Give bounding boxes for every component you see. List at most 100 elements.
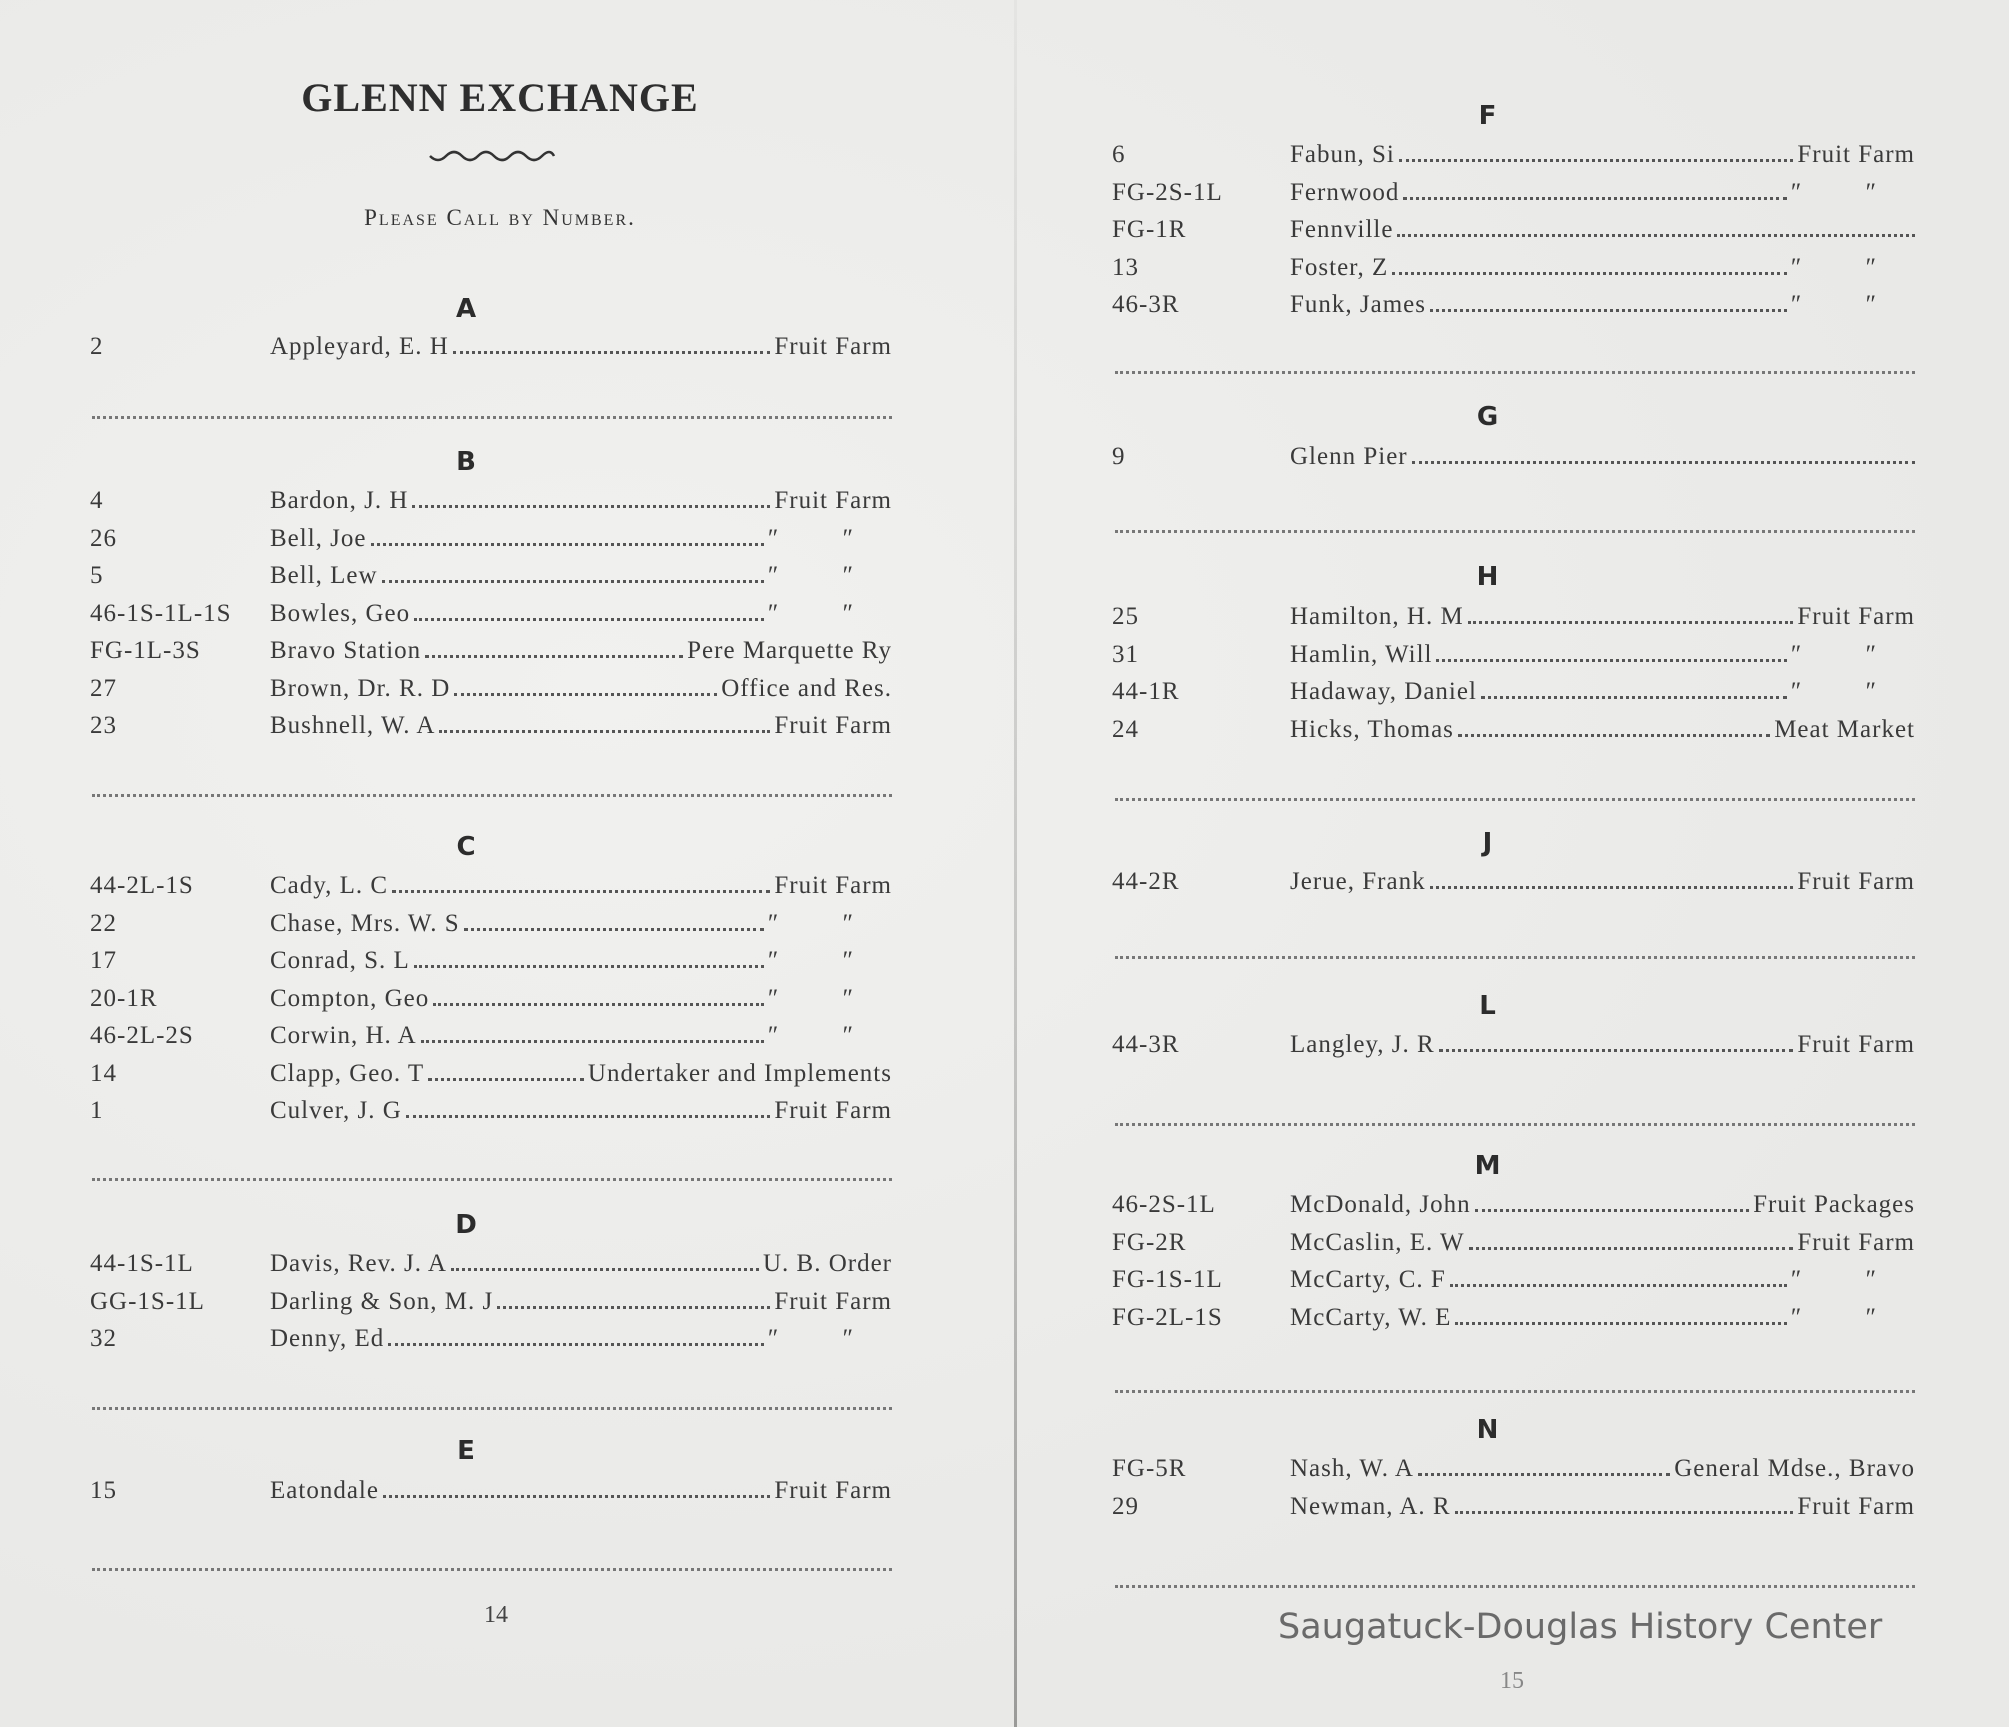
phone-number: 46-2L-2S [90,1022,194,1049]
subscriber-description: ″ ″ [767,562,854,589]
subscriber-name: Corwin, H. A [270,1022,417,1049]
subscriber-name: Darling & Son, M. J [270,1287,494,1315]
subscriber-name: Fabun, Si [1290,141,1395,168]
subscriber-description: ″ ″ [767,909,854,937]
directory-entry: 44-2L-1S Cady, L. C Fruit Farm [90,872,892,909]
leader-dots [1467,621,1794,624]
entry-line: Fabun, Si Fruit Farm [1290,141,1915,169]
leader-dots [1454,1510,1794,1514]
subscriber-name: Bell, Lew [270,562,378,589]
leader-dots [497,1305,771,1309]
leader-dots [452,351,771,354]
ornament-squiggle [429,150,556,162]
section-divider [1115,798,1915,801]
subscriber-description: ″ ″ [1790,291,1877,318]
directory-entry: 9 Glenn Pier [1112,443,1915,480]
leader-dots [413,965,764,968]
subscriber-description: Fruit Farm [774,487,892,514]
phone-number: 44-1S-1L [90,1250,194,1277]
subscriber-name: Newman, A. R [1290,1492,1451,1520]
directory-entry: 2 Appleyard, E. H Fruit Farm [90,333,892,370]
subscriber-description: Fruit Farm [1797,603,1915,630]
section-letter: F [1478,101,1497,131]
directory-entry: 46-1S-1L-1S Bowles, Geo ″ ″ [90,600,892,637]
phone-number: 2 [90,333,104,360]
leader-dots [1429,886,1794,889]
section-divider [1115,1585,1915,1588]
directory-entry: FG-1L-3S Bravo Station Pere Marquette Ry [90,637,892,674]
entry-line: McCarty, W. E ″ ″ [1290,1304,1915,1332]
directory-entry: 32 Denny, Ed ″ ″ [90,1325,892,1362]
directory-entry: 24 Hicks, Thomas Meat Market [1112,716,1915,753]
leader-dots [414,617,764,621]
directory-entry: FG-1R Fennville [1112,216,1915,253]
phone-number: FG-2S-1L [1112,178,1223,206]
subscriber-description: ″ ″ [767,524,854,552]
entry-line: Bell, Lew ″ ″ [270,562,892,590]
subscriber-name: Jerue, Frank [1290,868,1426,895]
phone-number: GG-1S-1L [90,1287,205,1315]
subscriber-name: Nash, W. A [1290,1455,1414,1482]
subscriber-name: Bowles, Geo [270,599,411,627]
directory-entry: 14 Clapp, Geo. T Undertaker and Implements [90,1060,892,1097]
subscriber-name: Hamilton, H. M [1290,603,1464,630]
section-letter: E [457,1436,475,1466]
entry-line: McCaslin, E. W Fruit Farm [1290,1229,1915,1257]
directory-entry: FG-5R Nash, W. A General Mdse., Bravo [1112,1455,1915,1492]
phone-number: FG-2L-1S [1112,1303,1223,1331]
entry-line: Darling & Son, M. J Fruit Farm [270,1288,892,1316]
leader-dots [1392,271,1787,275]
directory-entry: 1 Culver, J. G Fruit Farm [90,1097,892,1134]
subscriber-name: Langley, J. R [1290,1031,1435,1058]
subscriber-name: Funk, James [1290,291,1426,318]
subscriber-description: Fruit Farm [774,712,892,739]
subscriber-description: Undertaker and Implements [587,1059,892,1087]
leader-dots [1398,159,1794,162]
section-letter: G [1476,402,1499,432]
entry-line: McDonald, John Fruit Packages [1290,1191,1915,1219]
subscriber-name: Bushnell, W. A [270,712,436,739]
phone-number: 22 [90,909,117,937]
directory-entry: 5 Bell, Lew ″ ″ [90,562,892,599]
entry-line: Hamilton, H. M Fruit Farm [1290,603,1915,631]
subscriber-name: Bardon, J. H [270,487,409,514]
subscriber-description: ″ ″ [1790,678,1877,705]
entry-line: Hicks, Thomas Meat Market [1290,716,1915,744]
entry-line: Bravo Station Pere Marquette Ry [270,637,892,665]
directory-entry: 46-2L-2S Corwin, H. A ″ ″ [90,1022,892,1059]
leader-dots [412,505,771,508]
leader-dots [425,655,684,658]
phone-number: 26 [90,524,117,552]
subscriber-description: ″ ″ [1790,253,1877,281]
leader-dots [382,1495,771,1498]
leader-dots [388,1343,764,1346]
subscriber-name: Bravo Station [270,637,422,664]
directory-entry: 31 Hamlin, Will ″ ″ [1112,641,1915,678]
leader-dots [1449,1284,1787,1287]
page-fold [1014,0,1017,1727]
subscriber-description: Fruit Farm [774,1097,892,1124]
subscriber-name: Glenn Pier [1290,443,1408,470]
phone-number: 23 [90,712,117,739]
leader-dots [463,927,764,931]
subscriber-description: Fruit Farm [1797,141,1915,168]
entry-line: Jerue, Frank Fruit Farm [1290,868,1915,896]
phone-number: 32 [90,1325,117,1352]
phone-number: 31 [1112,640,1139,668]
subscriber-description: Fruit Farm [1797,1492,1915,1520]
entry-line: Funk, James ″ ″ [1290,291,1915,319]
subscriber-description: ″ ″ [767,1022,854,1049]
leader-dots [428,1077,584,1081]
directory-entry: 46-3R Funk, James ″ ″ [1112,291,1915,328]
entry-line: Conrad, S. L ″ ″ [270,947,892,975]
leader-dots [450,1268,759,1271]
leader-dots [1468,1246,1794,1250]
subscriber-name: Conrad, S. L [270,947,410,974]
directory-entry: 22 Chase, Mrs. W. S ″ ″ [90,910,892,947]
subscriber-description: Pere Marquette Ry [687,637,892,664]
directory-entry: FG-1S-1L McCarty, C. F ″ ″ [1112,1266,1915,1303]
subscriber-name: Chase, Mrs. W. S [270,909,460,937]
subscriber-name: Hicks, Thomas [1290,715,1454,743]
phone-number: 1 [90,1097,104,1124]
